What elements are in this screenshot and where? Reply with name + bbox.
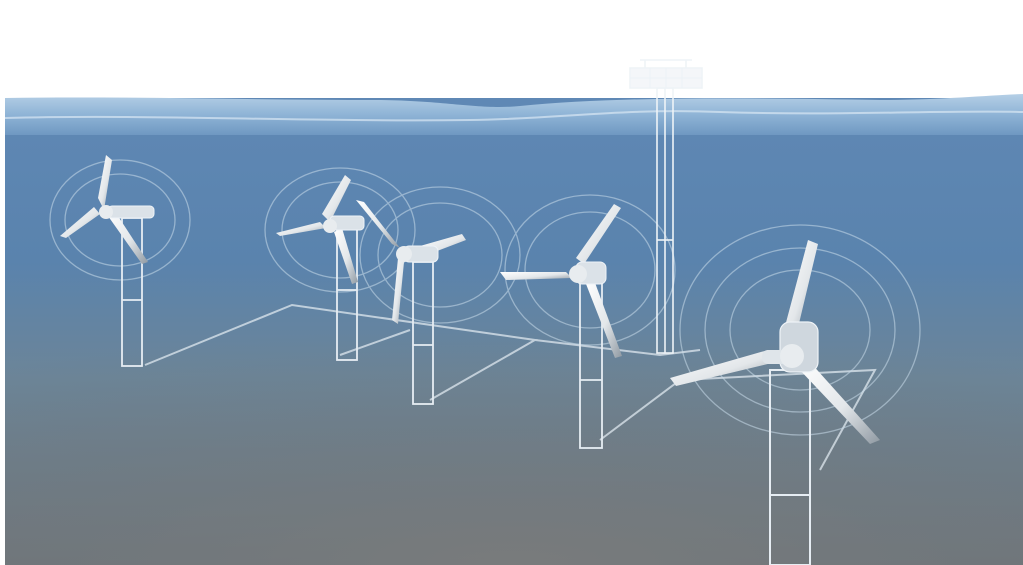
tidal-turbine-2 bbox=[276, 175, 365, 361]
sonar-ripples bbox=[49, 159, 921, 436]
turbine-rotor bbox=[356, 200, 466, 324]
turbine-rotor bbox=[276, 175, 365, 284]
surface-ripple-line bbox=[4, 110, 1023, 122]
water-surface bbox=[5, 94, 1023, 135]
seabed-haze bbox=[5, 300, 1023, 565]
turbine-rotor bbox=[670, 240, 880, 444]
tidal-turbine-1 bbox=[60, 155, 155, 367]
tidal-turbine-3 bbox=[356, 200, 466, 405]
turbine-rotor bbox=[60, 155, 155, 264]
turbine-rotor bbox=[500, 204, 622, 358]
surface-platform bbox=[629, 59, 703, 354]
sky bbox=[0, 0, 1023, 110]
tidal-turbine-4 bbox=[500, 204, 622, 449]
tidal-turbine-5 bbox=[670, 240, 880, 565]
